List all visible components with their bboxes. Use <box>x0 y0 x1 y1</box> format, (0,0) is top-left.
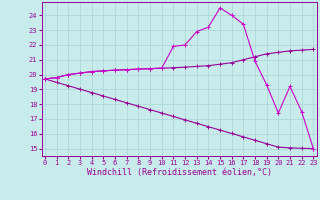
X-axis label: Windchill (Refroidissement éolien,°C): Windchill (Refroidissement éolien,°C) <box>87 168 272 177</box>
